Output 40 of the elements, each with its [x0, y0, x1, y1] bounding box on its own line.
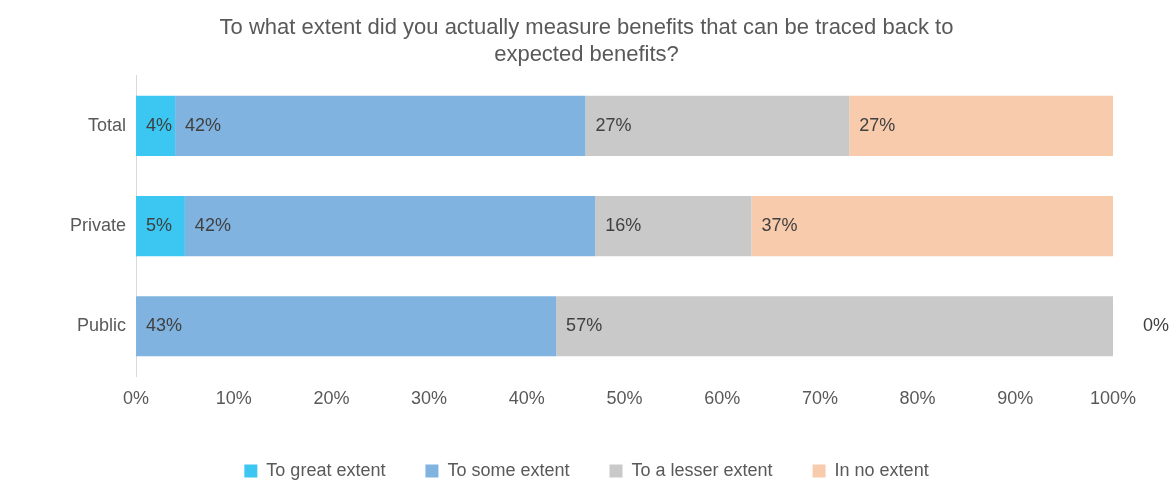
- bar: [184, 196, 596, 257]
- data-label: 42%: [185, 114, 222, 135]
- legend-label: To a lesser extent: [631, 459, 773, 480]
- bar: [175, 95, 586, 156]
- x-tick-label: 90%: [997, 388, 1034, 409]
- legend-label: In no extent: [834, 459, 929, 480]
- bar: [136, 196, 185, 257]
- y-tick-label: Total: [87, 114, 127, 135]
- bar: [136, 296, 557, 357]
- text: To what extent did you actually measure benefits that can be traced back to: [219, 14, 954, 40]
- x-tick-label: 100%: [1089, 388, 1137, 409]
- x-tick-label: 40%: [508, 388, 545, 409]
- legend-label: To some extent: [447, 459, 570, 480]
- data-label: 5%: [146, 215, 173, 236]
- data-label: 37%: [761, 215, 798, 236]
- text: expected benefits?: [494, 40, 679, 66]
- data-label: 42%: [194, 215, 231, 236]
- data-label: 27%: [595, 114, 632, 135]
- x-tick-label: 80%: [899, 388, 936, 409]
- bar: [585, 95, 850, 156]
- y-tick-label: Private: [69, 215, 127, 236]
- bar: [595, 196, 752, 257]
- x-tick-label: 50%: [606, 388, 643, 409]
- data-label: 27%: [859, 114, 896, 135]
- x-tick-label: 0%: [123, 388, 150, 409]
- x-tick-label: 30%: [411, 388, 448, 409]
- x-tick-label: 20%: [313, 388, 350, 409]
- x-tick-label: 10%: [215, 388, 252, 409]
- x-tick-label: 60%: [704, 388, 741, 409]
- data-label: 43%: [146, 315, 183, 336]
- legend-label: To great extent: [266, 459, 386, 480]
- bar: [849, 95, 1113, 156]
- y-tick-label: Public: [76, 315, 127, 336]
- x-tick-label: 70%: [801, 388, 838, 409]
- bar: [556, 296, 1113, 357]
- data-label: 4%: [146, 114, 173, 135]
- bar: [751, 196, 1113, 257]
- data-label: 0%: [1143, 315, 1170, 336]
- data-label: 16%: [605, 215, 642, 236]
- data-label: 57%: [566, 315, 603, 336]
